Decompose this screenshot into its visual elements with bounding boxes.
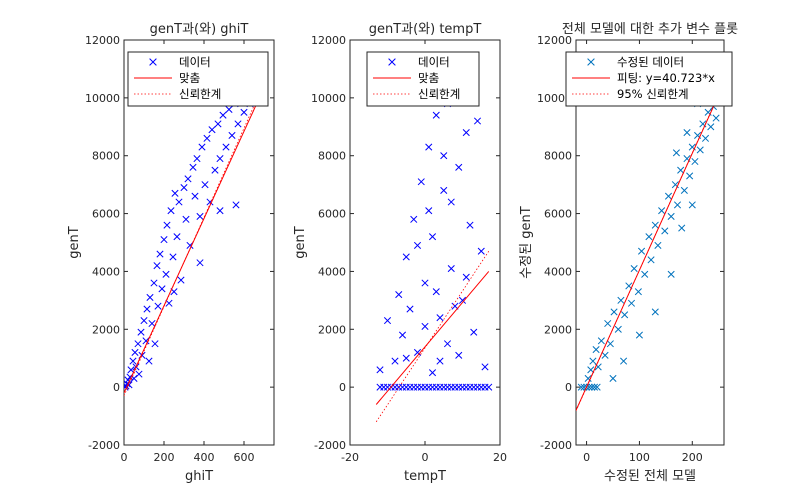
x-tick-label: 200	[682, 451, 703, 464]
subplot-title: 전체 모델에 대한 추가 변수 플롯	[562, 22, 738, 37]
y-tick-label: 4000	[92, 265, 120, 278]
y-tick-label: 10000	[311, 92, 346, 105]
legend-entry-label: 맞춤	[179, 71, 200, 85]
x-tick-label: 0	[583, 451, 590, 464]
y-tick-label: 0	[565, 381, 572, 394]
legend-entry-label: 맞춤	[418, 71, 439, 85]
x-tick-label: 0	[121, 451, 128, 464]
y-tick-label: 8000	[318, 150, 346, 163]
y-tick-label: 12000	[85, 34, 120, 47]
legend: 데이터맞춤신뢰한계	[128, 52, 268, 106]
y-tick-label: 4000	[318, 265, 346, 278]
legend-entry-label: 데이터	[418, 55, 450, 69]
x-tick-label: 100	[629, 451, 650, 464]
y-axis-label: 수정된 genT	[519, 206, 534, 279]
x-tick-label: 200	[154, 451, 175, 464]
x-axis-label: tempT	[404, 469, 446, 484]
legend-entry-label: 신뢰한계	[418, 87, 460, 101]
subplot-2: -2000020004000600080001000012000-20 0 20ge…	[293, 22, 507, 484]
legend-entry-label: 피팅: y=40.723*x	[617, 71, 715, 85]
y-tick-label: 0	[113, 381, 120, 394]
subplot-title: genT과(와) ghiT	[150, 22, 249, 37]
y-tick-label: 2000	[92, 323, 120, 336]
y-tick-label: 2000	[318, 323, 346, 336]
y-tick-label: -2000	[540, 439, 572, 452]
legend-entry-label: 95% 신뢰한계	[617, 87, 689, 101]
x-axis-label: ghiT	[185, 469, 213, 484]
y-tick-label: 8000	[544, 150, 572, 163]
legend-entry-label: 데이터	[179, 55, 211, 69]
subplot-title: genT과(와) tempT	[369, 22, 482, 37]
subplot-1: -20000200040006000800010000120000 200 400 6…	[67, 22, 274, 484]
y-tick-label: 12000	[311, 34, 346, 47]
y-tick-label: 2000	[544, 323, 572, 336]
y-tick-label: 6000	[92, 208, 120, 221]
y-axis-label: genT	[293, 226, 308, 258]
y-tick-label: 8000	[92, 150, 120, 163]
y-tick-label: 6000	[318, 208, 346, 221]
y-axis-label: genT	[67, 226, 82, 258]
y-tick-label: 0	[339, 381, 346, 394]
y-tick-label: 6000	[544, 208, 572, 221]
x-tick-label: 20	[493, 451, 507, 464]
y-tick-label: 4000	[544, 265, 572, 278]
subplot-3: -2000 0 2000 4000 6000 8000 10000 12000 0 100 200 전…	[519, 22, 738, 484]
legend-entry-label: 신뢰한계	[179, 87, 221, 101]
x-tick-label: 400	[194, 451, 215, 464]
y-tick-label: -2000	[88, 439, 120, 452]
y-tick-label: 10000	[85, 92, 120, 105]
x-axis-label: 수정된 전체 모델	[604, 469, 696, 484]
x-tick-label: 0	[422, 451, 429, 464]
x-tick-label: -20	[341, 451, 359, 464]
x-tick-label: 600	[234, 451, 255, 464]
legend-entry-label: 수정된 데이터	[617, 55, 684, 69]
